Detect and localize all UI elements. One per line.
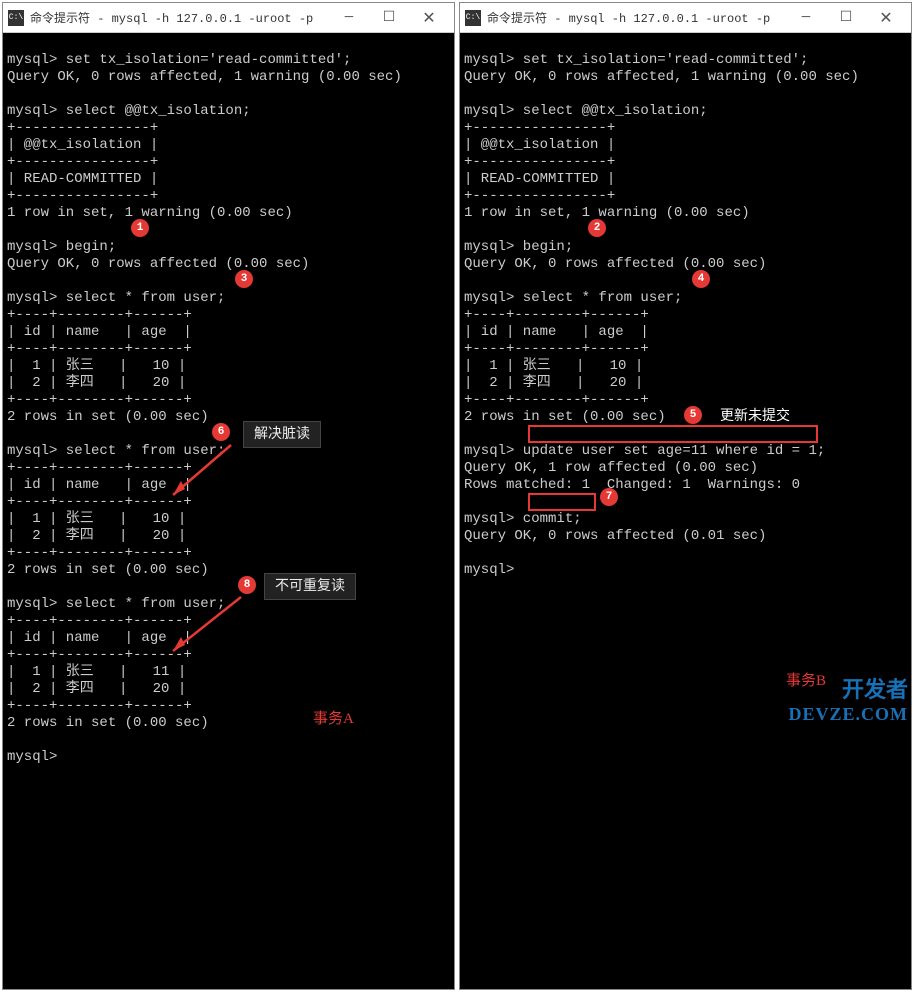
term-line: +----+--------+------+ [7,341,192,357]
cmd-icon: C:\ [8,10,24,26]
term-line: | @@tx_isolation | [464,137,615,153]
term-line: 2 rows in set (0.00 sec) [7,715,209,731]
term-line: +----+--------+------+ [7,545,192,561]
terminal-left[interactable]: mysql> set tx_isolation='read-committed'… [3,33,454,989]
term-line: Query OK, 0 rows affected, 1 warning (0.… [7,69,402,85]
term-line: mysql> begin; [7,239,116,255]
term-line: 2 rows in set (0.00 sec) [7,409,209,425]
term-line: 2 rows in set (0.00 sec) [7,562,209,578]
minimize-button[interactable]: ─ [786,4,826,32]
term-line: | 1 | 张三 | 10 | [464,358,643,374]
minimize-button[interactable]: ─ [329,4,369,32]
marker-4: 4 [692,270,710,288]
term-line: | 1 | 张三 | 11 | [7,664,186,680]
term-line: +----------------+ [464,154,615,170]
term-line: | id | name | age | [7,324,192,340]
transaction-a-label: 事务A [313,711,354,728]
term-line: +----------------+ [464,120,615,136]
term-line: +----+--------+------+ [7,307,192,323]
term-line: mysql> select * from user; [464,290,682,306]
term-line: mysql> [7,749,57,765]
term-line: 1 row in set, 1 warning (0.00 sec) [464,205,750,221]
term-line: mysql> set tx_isolation='read-committed'… [464,52,808,68]
cmd-icon: C:\ [465,10,481,26]
term-line: +----+--------+------+ [7,698,192,714]
label-update-uncommitted: 更新未提交 [710,404,800,429]
term-line: | 1 | 张三 | 10 | [7,511,186,527]
label-non-repeatable: 不可重复读 [264,573,356,600]
left-terminal-window: C:\ 命令提示符 - mysql -h 127.0.0.1 -uroot -p… [2,2,455,990]
term-line: mysql> commit; [464,511,582,527]
term-line: Query OK, 0 rows affected, 1 warning (0.… [464,69,859,85]
titlebar-right: C:\ 命令提示符 - mysql -h 127.0.0.1 -uroot -p… [460,3,911,33]
maximize-button[interactable]: ☐ [369,4,409,32]
watermark: 开发者 DEVZE.COM [788,678,908,726]
term-line: mysql> update user set age=11 where id =… [464,443,825,459]
term-line: | 2 | 李四 | 20 | [464,375,643,391]
term-line: 1 row in set, 1 warning (0.00 sec) [7,205,293,221]
term-line: Query OK, 0 rows affected (0.00 sec) [7,256,309,272]
watermark-line1: 开发者 [788,678,908,702]
window-title-right: 命令提示符 - mysql -h 127.0.0.1 -uroot -p [487,9,786,26]
term-line: | @@tx_isolation | [7,137,158,153]
marker-2: 2 [588,219,606,237]
right-terminal-window: C:\ 命令提示符 - mysql -h 127.0.0.1 -uroot -p… [459,2,912,990]
marker-5: 5 [684,406,702,424]
term-line: | READ-COMMITTED | [464,171,615,187]
term-line: mysql> select * from user; [7,290,225,306]
term-line: mysql> select @@tx_isolation; [7,103,251,119]
term-line: | 1 | 张三 | 10 | [7,358,186,374]
maximize-button[interactable]: ☐ [826,4,866,32]
marker-1: 1 [131,219,149,237]
term-line: | READ-COMMITTED | [7,171,158,187]
term-line: | 2 | 李四 | 20 | [7,528,186,544]
close-button[interactable]: ✕ [866,4,906,32]
watermark-line2: DEVZE.COM [788,702,908,726]
close-button[interactable]: ✕ [409,4,449,32]
marker-3: 3 [235,270,253,288]
term-line: mysql> [464,562,514,578]
window-title-left: 命令提示符 - mysql -h 127.0.0.1 -uroot -p [30,9,329,26]
term-line: | id | name | age | [464,324,649,340]
term-line: +----+--------+------+ [464,341,649,357]
term-line: | 2 | 李四 | 20 | [7,375,186,391]
term-line: +----+--------+------+ [7,392,192,408]
term-line: mysql> set tx_isolation='read-committed'… [7,52,351,68]
marker-8: 8 [238,576,256,594]
term-line: +----------------+ [7,188,158,204]
term-line: +----------------+ [7,120,158,136]
term-line: | 2 | 李四 | 20 | [7,681,186,697]
term-line: +----+--------+------+ [464,392,649,408]
term-line: Query OK, 0 rows affected (0.00 sec) [464,256,766,272]
terminal-right[interactable]: mysql> set tx_isolation='read-committed'… [460,33,911,785]
marker-7: 7 [600,488,618,506]
term-line: mysql> begin; [464,239,573,255]
term-line: 2 rows in set (0.00 sec) [464,409,666,425]
term-line: +----+--------+------+ [464,307,649,323]
term-line: +----------------+ [7,154,158,170]
titlebar-left: C:\ 命令提示符 - mysql -h 127.0.0.1 -uroot -p… [3,3,454,33]
label-dirty-read: 解决脏读 [243,421,321,448]
arrow-icon [163,595,253,660]
arrow-icon [163,443,243,503]
marker-6: 6 [212,423,230,441]
term-line: mysql> select @@tx_isolation; [464,103,708,119]
highlight-commit-stmt [528,493,596,511]
term-line: Query OK, 0 rows affected (0.01 sec) [464,528,766,544]
term-line: Rows matched: 1 Changed: 1 Warnings: 0 [464,477,800,493]
term-line: +----------------+ [464,188,615,204]
term-line: Query OK, 1 row affected (0.00 sec) [464,460,758,476]
